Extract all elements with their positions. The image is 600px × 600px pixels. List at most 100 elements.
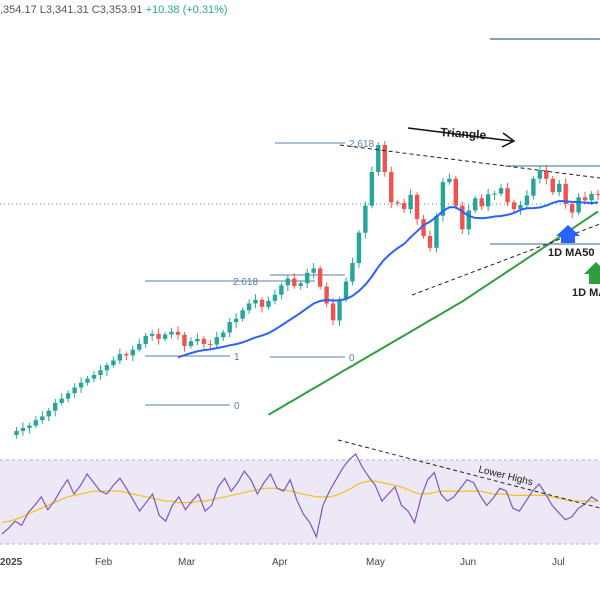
candle: [279, 285, 284, 295]
candle: [466, 210, 471, 230]
candle: [233, 318, 239, 323]
candle: [537, 170, 543, 179]
candle: [175, 331, 181, 335]
candle: [563, 183, 568, 205]
x-axis-label: Apr: [272, 557, 288, 568]
candle: [85, 378, 90, 383]
candle: [337, 299, 342, 321]
candle: [104, 365, 110, 371]
candle: [53, 402, 58, 411]
candle: [40, 416, 45, 421]
candle: [569, 204, 575, 213]
candle: [453, 178, 459, 206]
candle: [259, 299, 265, 307]
candle: [595, 193, 600, 195]
candle: [91, 374, 97, 379]
candle: [156, 333, 161, 339]
candle: [343, 281, 349, 300]
candle: [305, 272, 310, 284]
candle: [369, 171, 375, 206]
fib-level-label: 1: [234, 352, 240, 363]
candle: [266, 300, 271, 307]
candle: [434, 215, 439, 248]
candle: [550, 178, 555, 193]
candle: [149, 333, 155, 336]
candle: [214, 337, 219, 345]
candle: [221, 332, 226, 338]
candle: [479, 198, 484, 207]
fib-level-label: 0: [349, 353, 355, 364]
ma200-line: [267, 210, 599, 416]
candle: [33, 420, 39, 426]
candle: [311, 268, 316, 273]
fib-level-label: 0: [234, 401, 240, 412]
candle: [330, 303, 336, 321]
price-change: +10.38 (+0.31%): [145, 4, 228, 16]
candle: [473, 198, 478, 211]
triangle-lower-line: [411, 223, 600, 296]
x-axis-label: 2025: [0, 557, 23, 568]
candle: [298, 283, 303, 286]
candle: [72, 387, 77, 394]
candle: [518, 205, 523, 210]
candle: [117, 354, 123, 361]
candle: [317, 268, 323, 287]
candle: [227, 322, 232, 333]
candle: [460, 205, 465, 230]
rsi-lower-highs-line: [337, 439, 600, 509]
candle: [505, 188, 510, 203]
candle: [143, 335, 148, 344]
candle: [130, 349, 135, 356]
candle: [524, 195, 530, 206]
candle: [531, 178, 536, 196]
candle: [389, 171, 394, 203]
candle: [182, 334, 187, 346]
candle: [589, 193, 594, 201]
candle: [59, 398, 64, 403]
candle: [427, 236, 433, 248]
candle: [485, 194, 491, 207]
candle: [356, 232, 362, 264]
x-axis-label: Jul: [552, 557, 565, 568]
candle: [414, 194, 420, 220]
candle: [324, 286, 329, 304]
candle: [576, 197, 581, 213]
fib-levels: 102.618102.618: [145, 139, 374, 412]
candle: [253, 299, 258, 304]
candle: [395, 202, 400, 204]
candle: [272, 294, 278, 301]
candle: [124, 354, 129, 356]
candle: [350, 263, 355, 282]
candles-layer: [14, 140, 600, 439]
ohlc-header: ,354.17 L3,341.31 C3,353.91 +10.38 (+0.3…: [0, 4, 228, 16]
candle: [492, 193, 497, 195]
rsi-band: [0, 460, 600, 544]
triangle-upper-line: [339, 144, 600, 179]
candle: [401, 203, 407, 210]
candle: [421, 219, 426, 237]
candle: [363, 205, 368, 233]
fib-level-label: 2.618: [349, 139, 374, 150]
x-axis-label: Jun: [460, 557, 477, 568]
triangle-label: Triangle: [440, 125, 487, 142]
ma50-arrow-icon: [556, 225, 580, 243]
ma50-label: 1D MA50: [548, 247, 594, 259]
candle: [14, 430, 19, 435]
candle: [46, 410, 51, 417]
candle: [292, 278, 297, 286]
candle: [582, 197, 588, 201]
x-axis-label: Mar: [178, 557, 196, 568]
candle: [27, 425, 32, 428]
candle: [111, 360, 116, 366]
candle: [285, 278, 291, 286]
candle: [201, 338, 207, 344]
x-axis-label: May: [366, 557, 385, 568]
candle: [188, 341, 194, 346]
candle: [447, 178, 452, 183]
candle: [169, 331, 174, 335]
candle: [78, 382, 84, 388]
candle: [557, 183, 562, 193]
candle: [240, 310, 245, 319]
candle: [376, 145, 381, 172]
